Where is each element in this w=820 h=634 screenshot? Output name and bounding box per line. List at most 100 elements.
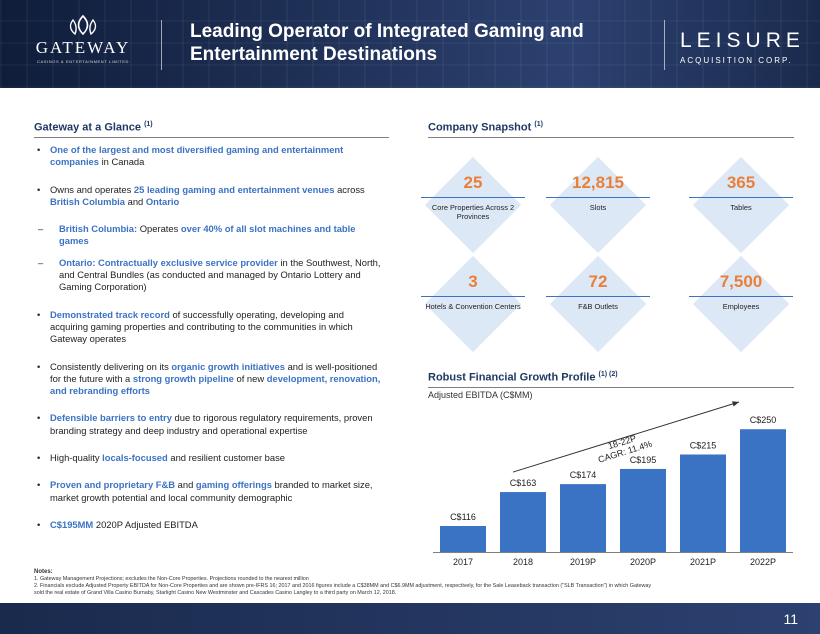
snapshot-divider bbox=[421, 197, 525, 198]
snapshot-divider bbox=[689, 197, 793, 198]
footer-bar: 11 bbox=[0, 603, 820, 634]
growth-heading-note: (1) (2) bbox=[598, 371, 618, 378]
bullet-item: • Consistently delivering on its organic … bbox=[34, 361, 384, 398]
bar-value-label: C$250 bbox=[750, 415, 777, 425]
footnotes-heading-text: Notes: bbox=[34, 569, 53, 575]
bullet-marker: • bbox=[37, 183, 41, 195]
x-tick-label: 2017 bbox=[453, 557, 473, 567]
highlight-text: C$195MM bbox=[50, 518, 94, 530]
snapshot-divider bbox=[546, 296, 650, 297]
bullet-item: • C$195MM 2020P Adjusted EBITDA bbox=[34, 519, 384, 531]
body-text: 2020P Adjusted EBITDA bbox=[93, 518, 198, 530]
page-title-line-2: Entertainment Destinations bbox=[190, 44, 438, 65]
body-text: Consistently delivering on its bbox=[50, 360, 172, 372]
snapshot-value: 72 bbox=[588, 272, 608, 291]
body-text: Operates bbox=[137, 223, 181, 235]
snapshot-value: 7,500 bbox=[719, 272, 763, 291]
highlight-text: Ontario bbox=[145, 195, 180, 207]
body-text: and bbox=[125, 195, 146, 207]
body-text: across bbox=[334, 183, 365, 195]
bar-2019p bbox=[560, 484, 606, 552]
body-text: due to rigorous regulatory requirements,… bbox=[50, 412, 373, 436]
bullet-marker: • bbox=[37, 479, 41, 491]
x-tick-label: 2018 bbox=[513, 557, 533, 567]
snapshot-label: Core Properties Across 2 Provinces bbox=[431, 203, 515, 221]
bullet-marker: • bbox=[37, 518, 41, 530]
snapshot-stat: 3 Hotels & Convention Centers bbox=[418, 272, 528, 311]
snapshot-divider bbox=[546, 197, 650, 198]
snapshot-label: Hotels & Convention Centers bbox=[425, 302, 521, 311]
footnotes-heading: Notes: bbox=[34, 569, 794, 576]
glance-heading: Gateway at a Glance (1) bbox=[34, 121, 153, 134]
bar-2022p bbox=[740, 429, 786, 552]
highlight-text: gaming offerings bbox=[195, 479, 272, 491]
highlight-text: locals-focused bbox=[102, 452, 168, 464]
body-text: in the Southwest, North, and Central Bun… bbox=[59, 256, 381, 293]
snapshot-value: 25 bbox=[463, 173, 483, 192]
dash-marker: – bbox=[38, 256, 44, 268]
x-tick-label: 2022P bbox=[750, 557, 776, 567]
bar-2021p bbox=[680, 454, 726, 552]
highlight-text: development, renovation, and rebranding … bbox=[50, 372, 381, 397]
header-divider-right bbox=[664, 20, 665, 70]
highlight-text: 25 leading gaming and entertainment venu… bbox=[133, 183, 335, 195]
bar-2020p bbox=[620, 468, 666, 552]
leisure-subtitle: ACQUISITION CORP. bbox=[680, 56, 793, 65]
bullet-item: • Demonstrated track record of successful… bbox=[34, 309, 384, 346]
bar-2017 bbox=[440, 526, 486, 552]
snapshot-label: Employees bbox=[722, 302, 760, 311]
bar-value-label: C$174 bbox=[570, 470, 597, 480]
bullet-item: • One of the largest and most diversified… bbox=[34, 144, 384, 169]
chart-subtitle: Adjusted EBITDA (C$MM) bbox=[428, 390, 533, 400]
bullet-marker: • bbox=[37, 144, 41, 155]
cagr-arrow-head bbox=[732, 401, 739, 407]
snapshot-rule bbox=[428, 137, 794, 138]
body-text: in Canada bbox=[98, 156, 145, 168]
body-text: and bbox=[175, 479, 196, 491]
bullet-item: • Defensible barriers to entry due to rig… bbox=[34, 412, 384, 437]
bullet-item: • High-quality locals-focused and resilie… bbox=[34, 452, 384, 464]
sub-bullet-item: – British Columbia: Operates over 40% of … bbox=[34, 223, 384, 248]
cagr-arrow-line bbox=[512, 401, 740, 473]
growth-heading-text: Robust Financial Growth Profile bbox=[428, 371, 596, 384]
glance-heading-text: Gateway at a Glance bbox=[34, 121, 141, 134]
snapshot-value: 3 bbox=[468, 272, 478, 291]
snapshot-stat: 25 Core Properties Across 2 Provinces bbox=[418, 173, 528, 221]
dash-marker: – bbox=[38, 223, 44, 235]
bar-value-label: C$163 bbox=[510, 478, 537, 488]
body-text: branded to market size, market growth po… bbox=[50, 479, 373, 503]
snapshot-stat: 72 F&B Outlets bbox=[543, 272, 653, 311]
x-tick-label: 2019P bbox=[570, 557, 596, 567]
body-text: and is well-positioned for the future wi… bbox=[50, 360, 378, 384]
snapshot-label: F&B Outlets bbox=[578, 302, 618, 311]
body-text: of new bbox=[233, 372, 267, 384]
snapshot-value: 365 bbox=[726, 173, 756, 192]
snapshot-divider bbox=[421, 296, 525, 297]
footnote-2: 2. Financials exclude Adjusted Property … bbox=[34, 583, 652, 589]
snapshot-heading-note: (1) bbox=[534, 121, 543, 128]
highlight-text: over 40% of all slot machines and table … bbox=[59, 223, 356, 247]
bullet-marker: • bbox=[37, 360, 41, 372]
gateway-emblem-icon bbox=[69, 14, 97, 36]
snapshot-stat: 7,500 Employees bbox=[686, 272, 796, 311]
snapshot-label: Tables bbox=[730, 203, 752, 212]
footnotes: Notes: 1. Gateway Management Projections… bbox=[34, 569, 794, 597]
snapshot-stat: 365 Tables bbox=[686, 173, 796, 212]
leisure-wordmark: LEISURE bbox=[680, 29, 805, 52]
bullet-marker: • bbox=[37, 308, 41, 320]
snapshot-heading: Company Snapshot (1) bbox=[428, 121, 543, 134]
header-divider-left bbox=[161, 20, 162, 70]
bar-value-label: C$195 bbox=[630, 455, 657, 465]
highlight-text: Proven and proprietary F&B bbox=[50, 479, 176, 491]
highlight-text: strong growth pipeline bbox=[132, 372, 234, 384]
highlight-text: One of the largest and most diversified … bbox=[50, 144, 344, 168]
glance-bullet-list: • One of the largest and most diversified… bbox=[34, 144, 384, 546]
snapshot-label: Slots bbox=[589, 203, 607, 212]
ebitda-bar-chart: C$116 2017 C$163 2018 C$174 2019P C$195 2020P C$… bbox=[433, 401, 793, 567]
body-text: Owns and operates bbox=[50, 183, 134, 195]
bullet-item: • Proven and proprietary F&B and gaming o… bbox=[34, 479, 384, 504]
gateway-tagline: CASINOS & ENTERTAINMENT LIMITED bbox=[37, 59, 129, 64]
body-text: of successfully operating, developing an… bbox=[50, 308, 353, 345]
bar-value-label: C$215 bbox=[690, 441, 717, 451]
bar-2018 bbox=[500, 492, 546, 552]
